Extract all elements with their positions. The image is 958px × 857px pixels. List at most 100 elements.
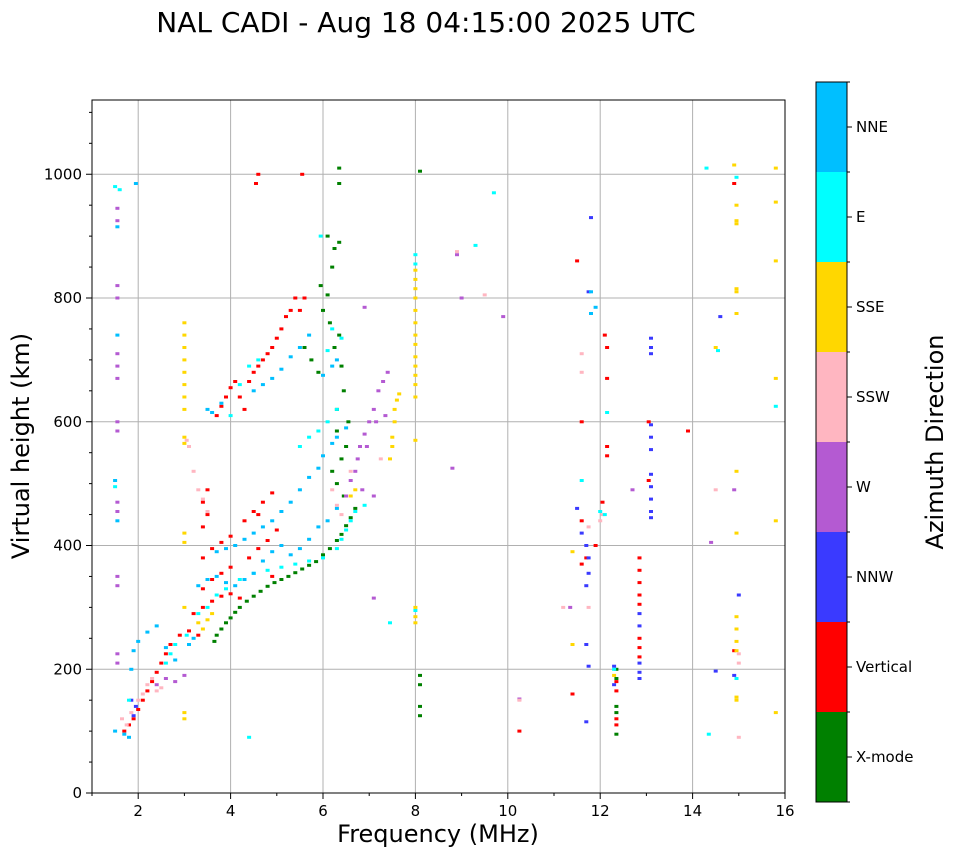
data-point	[337, 182, 342, 185]
data-point	[649, 472, 653, 476]
data-point	[584, 643, 589, 646]
data-point	[307, 559, 312, 563]
data-point	[614, 677, 619, 680]
data-point	[316, 525, 321, 529]
data-point	[649, 448, 653, 452]
data-point	[602, 513, 607, 517]
y-tick-label: 400	[53, 537, 82, 555]
data-point	[133, 182, 138, 185]
colorbar-tick-label: NNW	[856, 568, 893, 586]
data-point	[251, 571, 256, 575]
data-point	[605, 445, 610, 448]
data-point	[214, 574, 219, 578]
data-point	[637, 670, 642, 674]
data-point	[288, 308, 293, 312]
data-point	[773, 404, 778, 408]
data-point	[214, 550, 219, 554]
data-point	[133, 704, 138, 708]
data-point	[115, 206, 120, 210]
data-point	[131, 649, 136, 653]
x-tick-label: 8	[411, 802, 421, 820]
data-point	[413, 308, 418, 312]
data-point	[210, 578, 215, 581]
data-point	[649, 423, 653, 427]
data-point	[450, 466, 455, 470]
data-point	[353, 510, 358, 513]
data-point	[413, 621, 418, 625]
series-nnw	[129, 216, 741, 724]
colorbar-segment	[816, 622, 847, 712]
data-point	[413, 333, 418, 337]
data-point	[736, 593, 741, 597]
data-point	[260, 358, 265, 362]
data-point	[612, 673, 617, 677]
data-point	[413, 605, 418, 609]
y-tick-label: 1000	[44, 165, 82, 183]
data-point	[334, 482, 339, 486]
data-point	[413, 287, 418, 291]
colorbar-tick-label: NNE	[856, 118, 888, 136]
data-point	[383, 414, 388, 418]
colorbar-tick-label: W	[856, 478, 871, 496]
data-point	[649, 435, 653, 439]
data-point	[773, 711, 778, 715]
data-point	[584, 584, 589, 588]
data-point	[346, 420, 351, 424]
data-point	[200, 525, 205, 529]
data-point	[579, 352, 584, 356]
data-point	[732, 488, 737, 492]
data-point	[353, 506, 358, 510]
data-point	[579, 370, 584, 374]
data-point	[131, 714, 136, 718]
data-point	[413, 438, 418, 442]
data-point	[418, 673, 422, 677]
y-axis-label: Virtual height (km)	[7, 333, 35, 559]
data-point	[168, 652, 173, 656]
colorbar-tick-label: SSW	[856, 388, 890, 406]
data-point	[191, 612, 196, 616]
data-point	[734, 287, 739, 291]
data-point	[182, 605, 187, 609]
data-point	[579, 531, 584, 535]
data-point	[593, 544, 598, 547]
data-point	[122, 729, 127, 733]
data-point	[348, 469, 353, 473]
data-point	[115, 225, 120, 229]
data-point	[360, 488, 365, 492]
data-point	[237, 395, 242, 399]
data-point	[773, 259, 778, 263]
data-point	[136, 698, 141, 702]
colorbar-segment	[816, 712, 847, 802]
data-point	[145, 630, 150, 634]
data-point	[413, 321, 418, 325]
data-point	[649, 497, 653, 501]
data-point	[709, 540, 714, 544]
y-axis: 0 200 400 600 800 1000	[44, 111, 92, 802]
series-ssw	[120, 250, 741, 739]
data-point	[325, 420, 330, 424]
data-point	[219, 594, 224, 598]
data-point	[330, 488, 335, 492]
data-point	[300, 567, 305, 571]
data-point	[327, 321, 332, 325]
data-point	[159, 686, 164, 690]
data-point	[614, 723, 619, 727]
data-point	[734, 469, 739, 473]
data-point	[293, 571, 298, 575]
data-point	[117, 188, 122, 192]
data-point	[182, 333, 187, 337]
data-point	[586, 605, 591, 609]
data-point	[713, 488, 718, 492]
data-point	[173, 680, 178, 684]
data-point	[337, 166, 342, 170]
data-point	[256, 513, 261, 517]
data-point	[131, 717, 136, 721]
data-point	[598, 519, 603, 523]
data-point	[168, 643, 173, 646]
data-point	[646, 420, 651, 424]
data-point	[344, 445, 349, 448]
data-point	[734, 639, 739, 643]
data-point	[734, 531, 739, 535]
data-point	[614, 711, 619, 715]
data-point	[228, 616, 233, 620]
